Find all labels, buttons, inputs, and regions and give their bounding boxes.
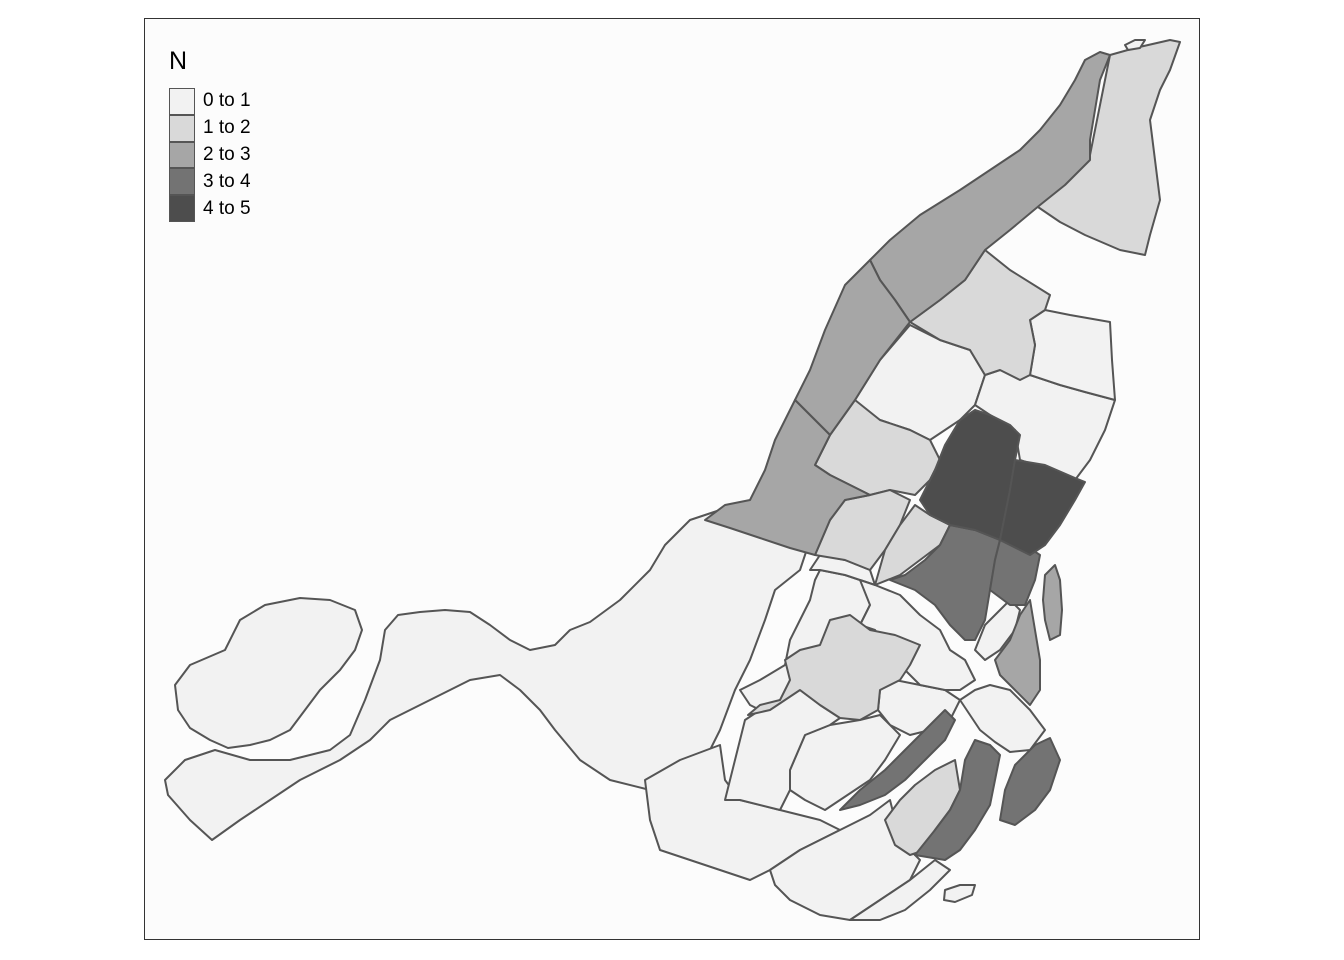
region-ile-sainte-helene[interactable]: [1042, 564, 1063, 641]
legend-swatch: [169, 195, 195, 222]
region-ile-des-soeurs[interactable]: [994, 599, 1041, 706]
map-legend: N 0 to 1 1 to 2 2 to 3 3 to 4 4 to 5: [169, 46, 251, 222]
legend-swatch: [169, 168, 195, 196]
legend-swatch: [169, 114, 195, 142]
region-verdun-east[interactable]: [914, 739, 1001, 861]
legend-items: 0 to 1 1 to 2 2 to 3 3 to 4 4 to 5: [169, 88, 251, 222]
legend-label: 3 to 4: [203, 170, 251, 192]
legend-label: 4 to 5: [203, 197, 251, 219]
legend-label: 0 to 1: [203, 90, 251, 112]
region-north-islet[interactable]: [1124, 39, 1146, 51]
region-ile-bizard-south[interactable]: [164, 509, 811, 841]
region-ile-bizard-island[interactable]: [943, 884, 976, 903]
region-westmount[interactable]: [789, 714, 901, 811]
region-lasalle[interactable]: [769, 799, 921, 921]
region-verdun[interactable]: [849, 859, 951, 921]
legend-title: N: [169, 47, 188, 75]
region-cote-des-neiges[interactable]: [747, 614, 921, 721]
region-mercier-hochelaga[interactable]: [989, 539, 1041, 606]
legend-item-3: 3 to 4: [169, 168, 251, 196]
region-lachine-canal[interactable]: [839, 709, 956, 811]
legend-label: 2 to 3: [203, 143, 251, 165]
region-riviere-des-prairies-west[interactable]: [869, 51, 1111, 323]
region-west-island[interactable]: [174, 597, 363, 749]
region-rosemont[interactable]: [859, 579, 976, 691]
region-plateau-mont-royal[interactable]: [919, 409, 1021, 541]
region-outremont[interactable]: [959, 684, 1046, 753]
region-saint-laurent-north[interactable]: [704, 399, 871, 556]
legend-item-2: 2 to 3: [169, 141, 251, 169]
region-ville-marie[interactable]: [999, 459, 1086, 556]
legend-label: 1 to 2: [203, 117, 251, 139]
legend-item-0: 0 to 1: [169, 88, 251, 115]
legend-swatch: [169, 88, 195, 115]
region-pointe-aux-trembles[interactable]: [1034, 39, 1181, 256]
region-ile-notre-dame[interactable]: [999, 737, 1061, 826]
region-mercier-south[interactable]: [974, 599, 1021, 661]
legend-item-4: 4 to 5: [169, 195, 251, 222]
legend-item-1: 1 to 2: [169, 114, 251, 142]
legend-swatch: [169, 141, 195, 169]
